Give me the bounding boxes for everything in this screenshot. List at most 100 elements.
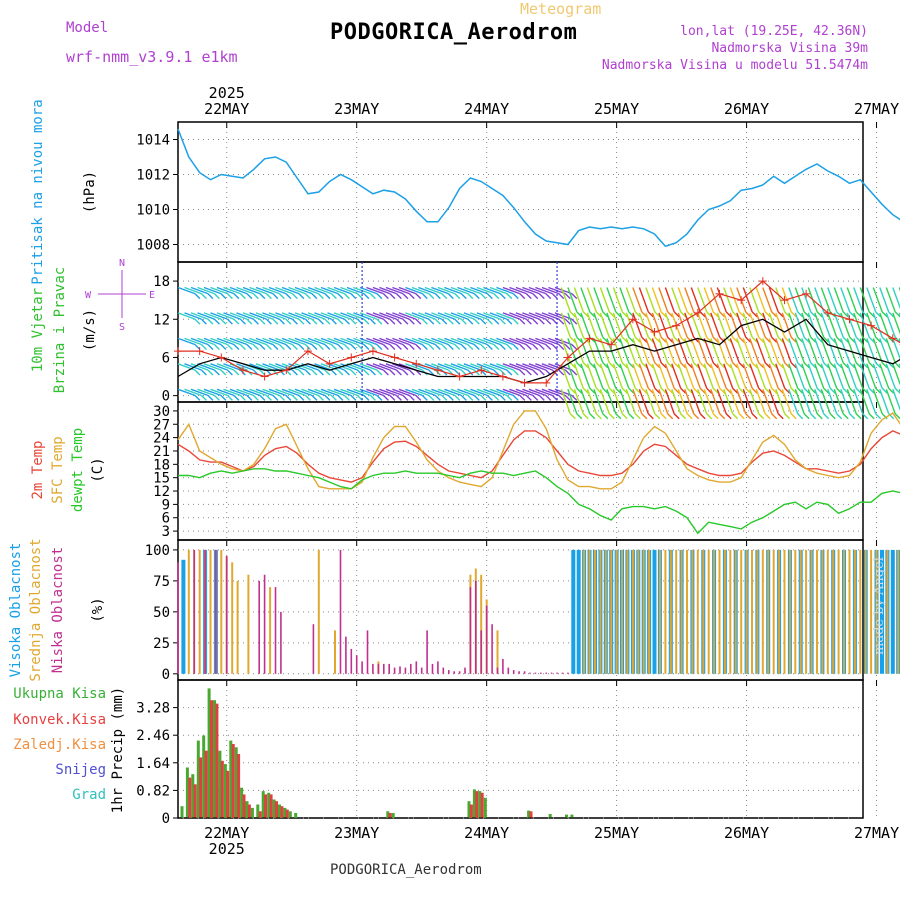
wind-barb-flag	[493, 369, 500, 376]
wind-barb-flag	[641, 362, 648, 369]
wind-barb	[437, 286, 456, 295]
ytick-label-temperature-6: 21	[153, 444, 170, 460]
wind-barb-flag	[797, 336, 804, 343]
ylabel-wind: 10m Vjetar	[30, 288, 46, 372]
wind-barb	[229, 286, 248, 295]
wind-barb	[729, 287, 740, 313]
wind-barb	[379, 363, 397, 371]
wind-barb-flag	[538, 293, 545, 300]
wind-barb	[677, 338, 688, 364]
wind-barb	[716, 363, 727, 389]
wind-barb	[781, 363, 792, 389]
wind-barb-flag	[693, 336, 700, 343]
wind-barb-flag	[200, 318, 207, 325]
wind-barb	[197, 286, 215, 295]
wind-barb	[327, 286, 345, 295]
wind-barb-flag	[525, 318, 532, 325]
wind-barb-flag	[875, 336, 882, 343]
wind-barb	[853, 312, 864, 338]
wind-barb	[262, 388, 280, 397]
cloud-bar-mid	[675, 549, 678, 674]
wind-barb-flag	[467, 293, 474, 300]
wind-barb-flag	[602, 387, 609, 394]
wind-barb	[716, 338, 727, 364]
wind-barb	[788, 363, 799, 389]
wind-barb	[619, 287, 630, 313]
wind-barb-flag	[725, 413, 732, 420]
wind-barb-flag	[220, 394, 227, 401]
wind-barb-flag	[350, 369, 357, 376]
wind-barb-flag	[512, 318, 519, 325]
wind-barb	[197, 337, 215, 346]
precip-bar-convective	[258, 811, 262, 818]
cloud-bar-low	[193, 549, 195, 674]
wind-barb	[827, 363, 838, 389]
wind-barb	[833, 287, 844, 313]
wind-barb-flag	[589, 362, 596, 369]
wind-barb	[775, 338, 786, 364]
cloud-bar-mid	[642, 549, 645, 674]
wind-barb-flag	[589, 413, 596, 420]
cloud-bar-mid	[648, 549, 651, 674]
precip-bar-convective	[529, 811, 533, 818]
wind-barb-flag	[634, 413, 641, 420]
wind-barb	[431, 363, 449, 371]
wind-barb-flag	[628, 413, 635, 420]
precip-bar-total	[478, 791, 482, 818]
wind-barb	[496, 312, 514, 320]
wind-barb	[398, 286, 417, 295]
wind-barb	[541, 337, 560, 346]
wind-barb	[580, 338, 591, 364]
wind-barb-flag	[745, 336, 752, 343]
wind-barb	[424, 312, 443, 320]
wind-barb-flag	[207, 369, 214, 376]
wind-barb	[301, 388, 319, 397]
wind-barb	[684, 287, 695, 313]
wind-barb	[586, 287, 597, 313]
day-label-bottom-24MAY: 24MAY	[464, 824, 509, 842]
wind-barb	[372, 337, 391, 346]
wind-barb-flag	[369, 318, 376, 325]
wind-barb	[755, 338, 766, 364]
wind-barb	[690, 312, 701, 338]
wind-barb	[223, 388, 241, 397]
wind-barb	[281, 286, 300, 295]
wind-barb-flag	[421, 394, 428, 401]
wind-barb	[509, 312, 527, 320]
day-label-top-22MAY: 22MAY	[204, 100, 249, 118]
wind-barb	[366, 312, 384, 320]
wind-barb-flag	[278, 318, 285, 325]
wind-barb	[268, 312, 287, 320]
wind-barb-flag	[758, 311, 765, 318]
wind-barb-flag	[641, 413, 648, 420]
wind-barb	[840, 389, 851, 414]
wind-barb	[606, 287, 617, 313]
wind-barb-flag	[641, 311, 648, 318]
wind-barb-flag	[628, 362, 635, 369]
wind-barb-flag	[855, 311, 862, 318]
wind-barb-flag	[615, 413, 622, 420]
wind-barb-flag	[868, 336, 875, 343]
wind-barb-flag	[634, 362, 641, 369]
precip-legend-3: Snijeg	[55, 762, 106, 778]
cloud-bar-mid	[897, 549, 900, 674]
wind-barb	[846, 338, 857, 364]
station-elevation: Nadmorska Visina 39m	[711, 41, 868, 56]
wind-barb	[236, 337, 254, 346]
wind-barb-flag	[207, 318, 214, 325]
wind-barb-flag	[777, 362, 784, 369]
wind-barb	[340, 363, 358, 371]
wind-barb	[405, 388, 423, 397]
wind-barb-flag	[408, 394, 415, 401]
wind-barb-flag	[667, 413, 674, 420]
compass-e: E	[149, 290, 155, 301]
wind-barb	[801, 287, 812, 313]
wind-barb	[755, 287, 766, 313]
wind-barb	[671, 287, 682, 313]
cloud-bar-mid	[837, 549, 840, 674]
wind-barb-flag	[545, 344, 552, 350]
wind-barb	[658, 312, 669, 338]
wind-barb-flag	[473, 318, 480, 325]
wind-barb	[560, 363, 571, 389]
wind-barb-flag	[654, 362, 661, 369]
